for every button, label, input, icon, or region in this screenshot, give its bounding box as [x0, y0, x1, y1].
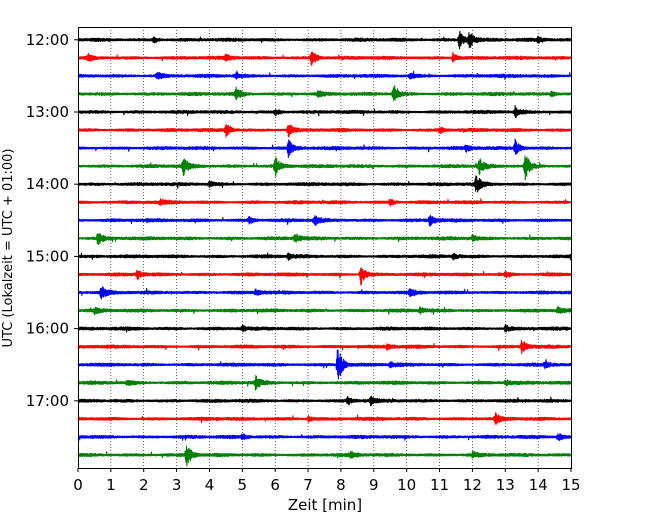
x-tick-label: 1 — [106, 476, 116, 494]
y-tick-label: 13:00 — [26, 103, 69, 121]
trace-line-1600 — [77, 324, 572, 333]
trace-line-1530 — [77, 286, 572, 300]
trace-line-1515 — [77, 267, 572, 286]
x-tick-label: 5 — [238, 476, 248, 494]
y-tick-label: 12:00 — [26, 31, 69, 49]
trace-line-1715 — [77, 412, 572, 425]
x-tick-label: 15 — [561, 476, 580, 494]
y-axis-label: UTC (Lokalzeit = UTC + 01:00) — [1, 149, 16, 348]
x-tick-label: 14 — [529, 476, 548, 494]
trace-line-1615 — [77, 339, 572, 355]
trace-line-1400 — [77, 175, 572, 193]
plot-frame — [78, 27, 572, 469]
trace-line-1545 — [77, 306, 572, 316]
trace-line-1345 — [77, 155, 572, 181]
trace-line-1445 — [77, 233, 572, 246]
trace-line-1245 — [77, 85, 572, 101]
seismogram-traces — [77, 30, 572, 467]
x-tick-label: 4 — [205, 476, 215, 494]
trace-line-1300 — [77, 105, 572, 119]
trace-line-1500 — [77, 252, 572, 261]
trace-line-1430 — [77, 214, 572, 227]
y-tick-label: 16:00 — [26, 320, 69, 338]
trace-line-1200 — [77, 30, 572, 50]
y-axis-ticks: 12:00 13:00 14:00 15:00 16:00 17:00 — [26, 31, 78, 410]
y-tick-label: 15:00 — [26, 247, 69, 265]
x-axis-label: Zeit [min] — [288, 496, 362, 514]
x-tick-label: 8 — [336, 476, 346, 494]
x-tick-label: 0 — [73, 476, 83, 494]
x-axis-ticks: 0 1 2 3 4 5 6 7 8 9 10 11 12 13 14 15 — [73, 468, 581, 494]
x-tick-label: 9 — [369, 476, 379, 494]
trace-line-1315 — [77, 124, 572, 138]
trace-line-1630 — [77, 349, 572, 380]
y-tick-label: 14:00 — [26, 175, 69, 193]
trace-line-1215 — [77, 51, 572, 67]
x-tick-label: 6 — [270, 476, 280, 494]
trace-line-1330 — [77, 138, 572, 159]
trace-line-1415 — [77, 198, 572, 207]
x-tick-label: 13 — [496, 476, 515, 494]
trace-line-1645 — [77, 374, 572, 391]
trace-line-1230 — [77, 70, 572, 81]
x-tick-label: 7 — [303, 476, 313, 494]
x-tick-label: 3 — [172, 476, 182, 494]
x-tick-label: 12 — [463, 476, 482, 494]
x-tick-label: 10 — [397, 476, 416, 494]
x-tick-label: 2 — [139, 476, 149, 494]
trace-line-1745 — [77, 445, 572, 467]
trace-line-1730 — [77, 433, 572, 441]
y-tick-label: 17:00 — [26, 392, 69, 410]
trace-line-1700 — [77, 395, 572, 407]
x-tick-label: 11 — [430, 476, 449, 494]
